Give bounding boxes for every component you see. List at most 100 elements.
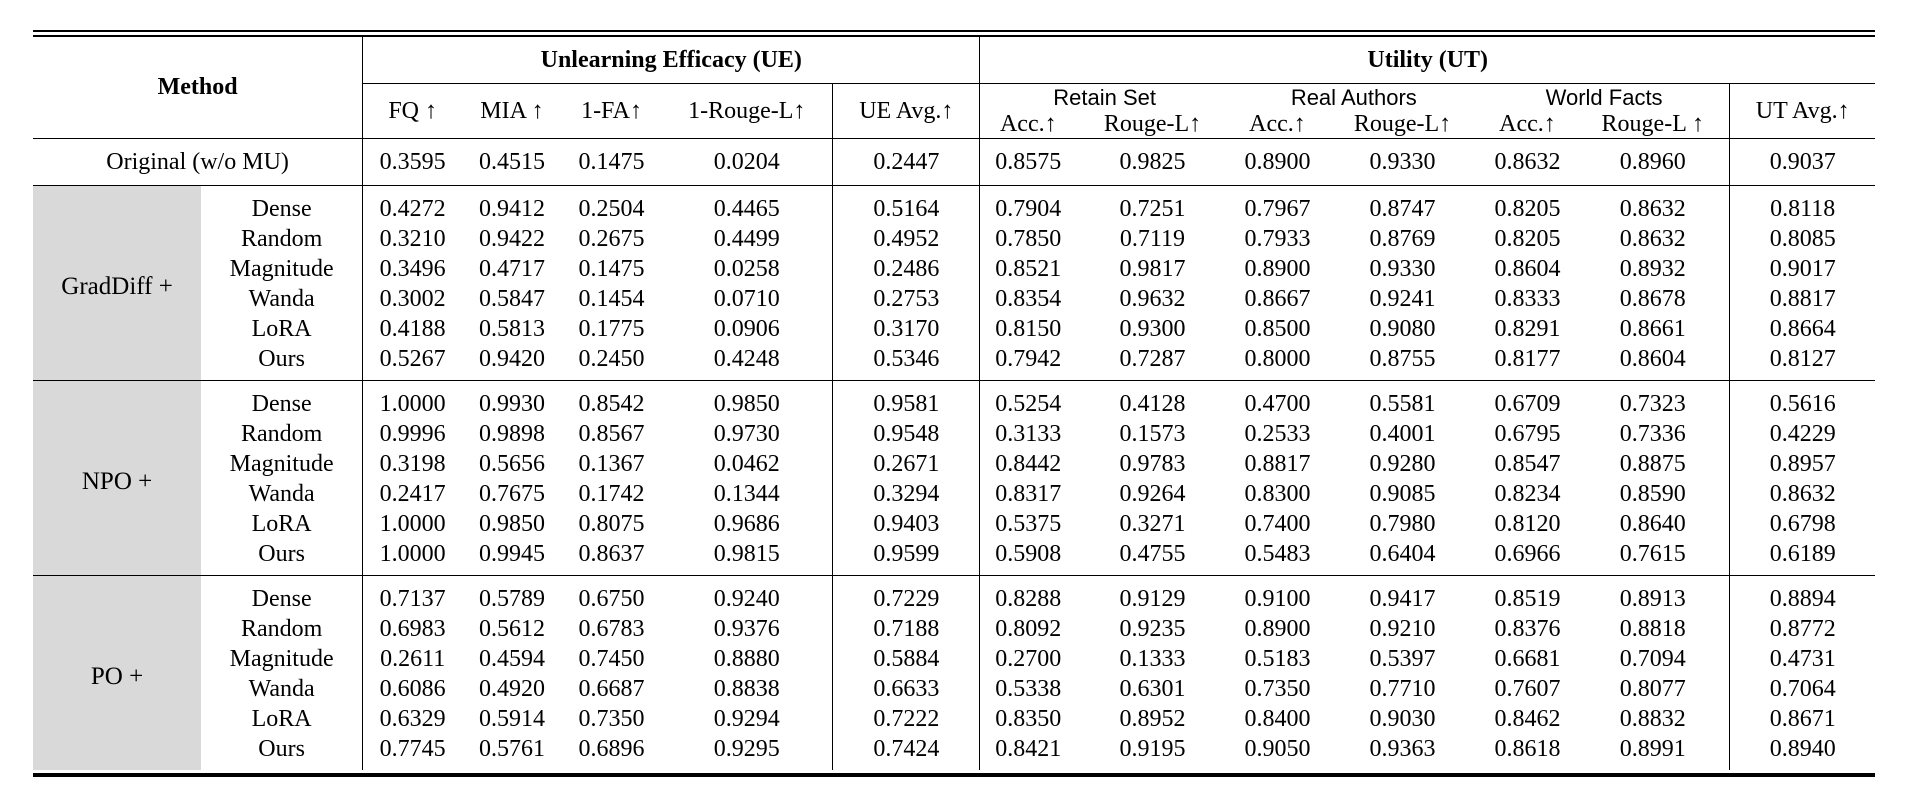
value-cell: 0.4001 <box>1369 421 1436 447</box>
value-cell: 0.5789 <box>478 586 545 612</box>
original-value: 0.9037 <box>1729 138 1875 186</box>
value-cell: 0.9930 <box>478 391 545 417</box>
col-header-retain-rouge: Rouge-L↑ <box>1103 111 1202 137</box>
value-cell: 0.7094 <box>1619 646 1686 672</box>
value-cell: 0.7287 <box>1119 346 1186 372</box>
value-cell: 0.8900 <box>1244 616 1311 642</box>
value-cell: 0.5656 <box>478 451 545 477</box>
value-cell: 0.0462 <box>713 451 780 477</box>
value-cell: 0.3198 <box>362 449 463 479</box>
value-cell: 0.7450 <box>578 646 645 672</box>
results-table: Method Unlearning Efficacy (UE) Utility … <box>33 37 1875 770</box>
col-header-ut-avg: UT Avg.↑ <box>1729 83 1875 139</box>
value-cell: 0.4594 <box>478 646 545 672</box>
value-cell: 0.8671 <box>1729 704 1875 734</box>
value-cell: 0.7350 <box>1244 676 1311 702</box>
value-cell: 0.7933 <box>1244 226 1311 252</box>
variant-label: Random <box>240 616 323 642</box>
value-cell: 0.5612 <box>478 616 545 642</box>
value-cell: 0.9996 <box>362 419 463 449</box>
value-cell: 0.8952 <box>1119 706 1186 732</box>
value-cell: 0.9817 <box>1119 256 1186 282</box>
col-header-authors-rouge: Rouge-L↑ <box>1353 111 1452 137</box>
value-cell: 0.5616 <box>1729 381 1875 419</box>
original-value: 0.2447 <box>832 138 980 186</box>
subgroup-header-world-facts: World Facts <box>1545 84 1663 110</box>
value-cell: 0.4717 <box>478 256 545 282</box>
table-row: LoRA 0.4188 0.5813 0.1775 0.0906 0.3170 0.8150… <box>33 314 1875 344</box>
value-cell: 0.8618 <box>1494 736 1561 762</box>
original-value: 0.8960 <box>1576 138 1730 186</box>
value-cell: 0.2753 <box>832 284 980 314</box>
value-cell: 0.9210 <box>1369 616 1436 642</box>
table-row: Random 0.6983 0.5612 0.6783 0.9376 0.7188 0.80… <box>33 614 1875 644</box>
value-cell: 0.8205 <box>1494 226 1561 252</box>
value-cell: 0.4248 <box>713 346 780 372</box>
value-cell: 0.9815 <box>713 541 780 567</box>
value-cell: 0.4229 <box>1729 419 1875 449</box>
value-cell: 0.8604 <box>1494 256 1561 282</box>
value-cell: 0.8077 <box>1619 676 1686 702</box>
value-cell: 0.7400 <box>1244 511 1311 537</box>
method-prefix-cell: PO + <box>33 576 202 770</box>
value-cell: 0.8661 <box>1619 316 1686 342</box>
value-cell: 0.8421 <box>979 734 1077 770</box>
variant-label: Dense <box>251 586 312 612</box>
value-cell: 0.7850 <box>979 224 1077 254</box>
value-cell: 0.6301 <box>1119 676 1186 702</box>
value-cell: 0.5164 <box>832 185 980 224</box>
col-header-fq: FQ ↑ <box>362 83 463 139</box>
subgroup-header-retain-set: Retain Set <box>979 83 1229 111</box>
value-cell: 0.2417 <box>362 479 463 509</box>
variant-label: LoRA <box>251 316 312 342</box>
value-cell: 0.9417 <box>1369 586 1436 612</box>
variant-label: Magnitude <box>229 451 334 477</box>
value-cell: 0.9783 <box>1119 451 1186 477</box>
value-cell: 0.6750 <box>578 586 645 612</box>
value-cell: 0.6795 <box>1494 421 1561 447</box>
value-cell: 0.8818 <box>1619 616 1686 642</box>
separator-rule <box>33 575 1875 576</box>
variant-label: Wanda <box>248 286 315 312</box>
value-cell: 0.9945 <box>478 541 545 567</box>
value-cell: 0.7904 <box>979 185 1077 224</box>
table-row: Random 0.3210 0.9422 0.2675 0.4499 0.4952 0.78… <box>33 224 1875 254</box>
value-cell: 0.2504 <box>578 196 645 222</box>
value-cell: 0.5761 <box>478 736 545 762</box>
value-cell: 0.9017 <box>1729 254 1875 284</box>
value-cell: 0.6404 <box>1369 541 1436 567</box>
value-cell: 0.3496 <box>362 254 463 284</box>
value-cell: 0.3002 <box>362 284 463 314</box>
table-row: PO + Dense 0.7137 0.5789 0.6750 0.9240 0.7229 0… <box>33 576 1875 770</box>
value-cell: 0.7967 <box>1244 196 1311 222</box>
value-cell: 0.8957 <box>1729 449 1875 479</box>
table-row: Random 0.9996 0.9898 0.8567 0.9730 0.9548 0.31… <box>33 419 1875 449</box>
value-cell: 0.8300 <box>1244 481 1311 507</box>
value-cell: 0.0258 <box>713 256 780 282</box>
table-row: Magnitude 0.2611 0.4594 0.7450 0.8880 0.5884 0… <box>33 644 1875 674</box>
value-cell: 0.8376 <box>1494 616 1561 642</box>
table-row: Wanda 0.2417 0.7675 0.1742 0.1344 0.3294 0.831… <box>33 479 1875 509</box>
value-cell: 0.1454 <box>578 286 645 312</box>
value-cell: 0.8075 <box>578 511 645 537</box>
value-cell: 0.6086 <box>362 674 463 704</box>
value-cell: 0.8288 <box>979 576 1077 614</box>
table-row: Ours 1.0000 0.9945 0.8637 0.9815 0.9599 0.5908… <box>33 539 1875 576</box>
value-cell: 0.5483 <box>1244 541 1311 567</box>
value-cell: 0.8667 <box>1244 286 1311 312</box>
value-cell: 0.3294 <box>832 479 980 509</box>
original-value: 0.8632 <box>1478 138 1577 186</box>
value-cell: 0.1367 <box>578 451 645 477</box>
value-cell: 0.3271 <box>1119 511 1186 537</box>
variant-label: Dense <box>251 196 312 222</box>
value-cell: 0.9240 <box>713 586 780 612</box>
value-cell: 0.8400 <box>1244 706 1311 732</box>
value-cell: 0.8350 <box>979 704 1077 734</box>
results-table-container: Method Unlearning Efficacy (UE) Utility … <box>33 30 1875 777</box>
value-cell: 0.7137 <box>362 576 463 614</box>
value-cell: 0.8664 <box>1729 314 1875 344</box>
value-cell: 0.8500 <box>1244 316 1311 342</box>
method-prefix-cell: NPO + <box>33 381 202 576</box>
original-value: 0.0204 <box>661 138 833 186</box>
top-rule <box>33 30 1875 32</box>
